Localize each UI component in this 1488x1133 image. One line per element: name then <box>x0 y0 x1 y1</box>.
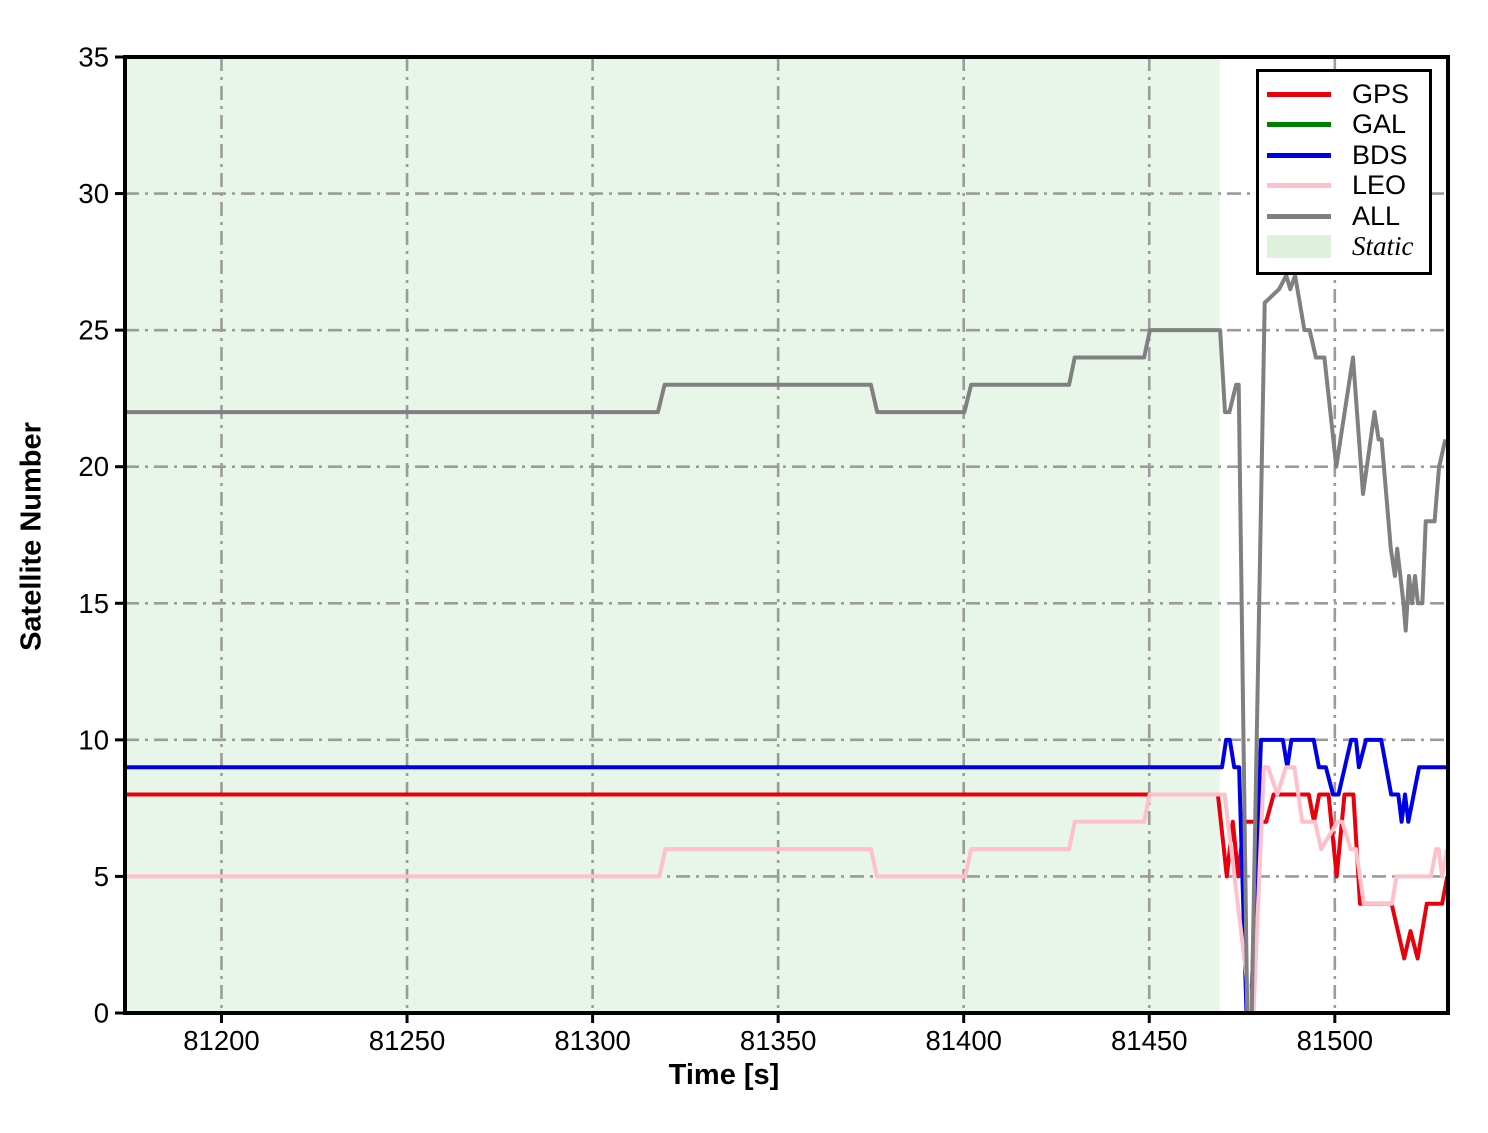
y-tick-label: 15 <box>78 588 109 619</box>
bds-line <box>125 737 1448 1015</box>
x-tick-label: 81500 <box>1297 1025 1373 1056</box>
y-tick-label: 25 <box>78 315 109 346</box>
static-region <box>125 57 1220 1013</box>
x-tick-label: 81400 <box>925 1025 1001 1056</box>
legend-item-gps: GPS <box>1259 79 1429 110</box>
bds-legend-line <box>1267 152 1331 158</box>
legend: GPS GAL BDS LEO ALL Static <box>1256 69 1432 275</box>
gps-line <box>125 792 1450 961</box>
legend-item-static: Static <box>1259 232 1429 263</box>
x-tick-label: 81450 <box>1111 1025 1187 1056</box>
x-tick-label: 81200 <box>183 1025 259 1056</box>
legend-label-leo: LEO <box>1352 170 1407 201</box>
legend-label-gal: GAL <box>1352 109 1407 140</box>
legend-label-static: Static <box>1352 231 1414 262</box>
y-tick-label: 35 <box>78 42 109 73</box>
y-tick-label: 20 <box>78 451 109 482</box>
leo-line <box>125 765 1449 1015</box>
gal-legend-line <box>1267 122 1331 128</box>
leo-legend-line <box>1267 183 1331 189</box>
all-line <box>125 273 1448 1015</box>
legend-item-all: ALL <box>1259 201 1429 232</box>
legend-item-bds: BDS <box>1259 140 1429 171</box>
x-tick-label: 81300 <box>554 1025 630 1056</box>
legend-label-bds: BDS <box>1352 139 1408 170</box>
y-tick-label: 5 <box>94 861 109 892</box>
x-tick-label: 81350 <box>740 1025 816 1056</box>
y-axis-title: Satellite Number <box>15 422 48 651</box>
legend-label-gps: GPS <box>1352 78 1410 109</box>
y-tick-label: 10 <box>78 724 109 755</box>
y-tick-label: 0 <box>94 998 109 1029</box>
gps-legend-line <box>1267 91 1331 97</box>
all-legend-line <box>1267 213 1331 219</box>
x-axis-title: Time [s] <box>668 1059 780 1091</box>
static-legend-patch <box>1267 235 1331 259</box>
legend-label-all: ALL <box>1352 200 1401 231</box>
axes-frame <box>123 55 1450 1015</box>
y-tick-label: 30 <box>78 178 109 209</box>
legend-item-leo: LEO <box>1259 171 1429 202</box>
legend-item-gal: GAL <box>1259 110 1429 141</box>
x-tick-label: 81250 <box>369 1025 445 1056</box>
